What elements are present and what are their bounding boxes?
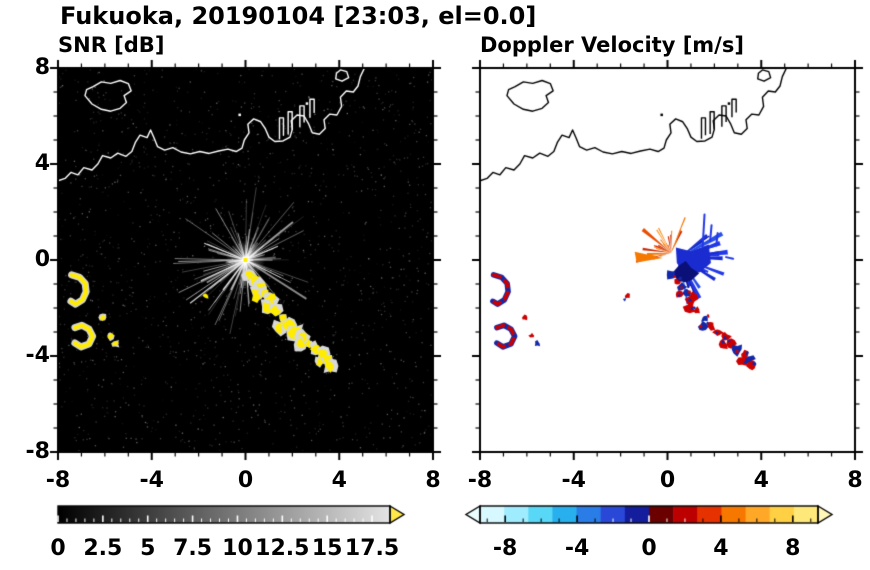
snr-xtick-label-2: 0 [237,468,254,493]
doppler-cbar-tick-label-1: -4 [564,536,590,561]
doppler-cbar-tick-label-0: -8 [492,536,518,561]
snr-xtick-label-4: 8 [425,468,441,493]
snr-panel-title: SNR [dB] [58,33,165,57]
snr-ytick-label-4: -8 [25,439,50,464]
doppler-xtick-label-1: -4 [561,468,586,493]
doppler-cbar-tick-label-3: 4 [713,536,729,561]
doppler-xtick-label-2: 0 [659,468,676,493]
snr-cbar-tick-label-6: 15 [311,536,343,561]
snr-cbar-tick-label-7: 17.5 [344,536,400,561]
snr-ytick-label-2: 0 [34,247,50,272]
snr-cbar-tick-label-1: 2.5 [83,536,123,561]
doppler-xtick-label-0: -8 [467,468,493,493]
snr-xtick-label-1: -4 [139,468,164,493]
snr-ytick-label-0: 8 [34,55,50,80]
doppler-cbar-tick-label-4: 8 [785,536,801,561]
snr-xtick-label-3: 4 [331,468,347,493]
snr-cbar-tick-label-5: 12.5 [255,536,310,561]
doppler-cbar-tick-label-2: 0 [641,536,657,561]
snr-xtick-label-0: -8 [45,468,71,493]
doppler-xtick-label-4: 8 [847,468,863,493]
snr-ytick-label-1: 4 [34,151,50,176]
doppler-panel-title: Doppler Velocity [m/s] [480,33,744,57]
doppler-xtick-label-3: 4 [753,468,769,493]
snr-cbar-tick-label-3: 7.5 [173,536,213,561]
snr-cbar-tick-label-0: 0 [50,536,66,561]
snr-ytick-label-3: -4 [25,343,50,368]
snr-cbar-tick-label-2: 5 [140,536,156,561]
snr-cbar-tick-label-4: 10 [222,536,253,561]
figure-title: Fukuoka, 20190104 [23:03, el=0.0] [60,2,537,30]
